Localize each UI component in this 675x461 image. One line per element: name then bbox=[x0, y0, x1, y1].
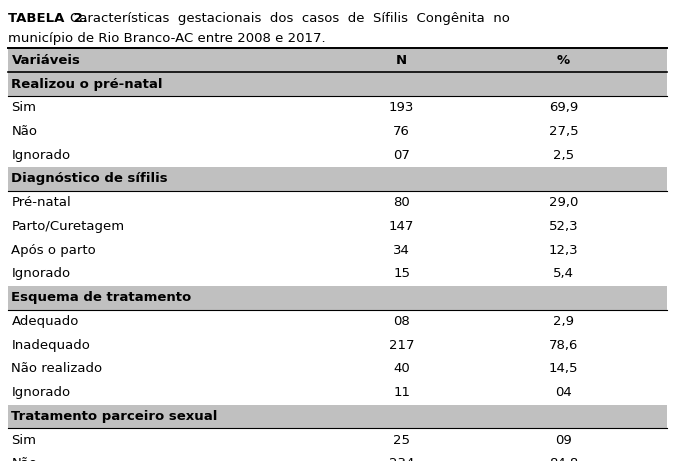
Text: %: % bbox=[557, 54, 570, 67]
Text: Tratamento parceiro sexual: Tratamento parceiro sexual bbox=[11, 410, 218, 423]
Text: 12,3: 12,3 bbox=[549, 244, 578, 257]
Text: 04: 04 bbox=[556, 386, 572, 399]
Text: 2,5: 2,5 bbox=[553, 149, 574, 162]
Text: 09: 09 bbox=[556, 434, 572, 447]
Text: Sim: Sim bbox=[11, 434, 36, 447]
Text: 52,3: 52,3 bbox=[549, 220, 578, 233]
Text: 217: 217 bbox=[389, 339, 414, 352]
Text: 84,8: 84,8 bbox=[549, 457, 578, 461]
Text: 76: 76 bbox=[393, 125, 410, 138]
Text: 234: 234 bbox=[389, 457, 414, 461]
Text: 08: 08 bbox=[394, 315, 410, 328]
Text: 15: 15 bbox=[393, 267, 410, 280]
Text: 2,9: 2,9 bbox=[553, 315, 574, 328]
Text: Realizou o pré-natal: Realizou o pré-natal bbox=[11, 77, 163, 90]
Text: município de Rio Branco-AC entre 2008 e 2017.: município de Rio Branco-AC entre 2008 e … bbox=[8, 32, 326, 45]
Text: Parto/Curetagem: Parto/Curetagem bbox=[11, 220, 125, 233]
Text: 25: 25 bbox=[393, 434, 410, 447]
Text: 78,6: 78,6 bbox=[549, 339, 578, 352]
Text: 69,9: 69,9 bbox=[549, 101, 578, 114]
Text: N: N bbox=[396, 54, 407, 67]
Text: Variáveis: Variáveis bbox=[11, 54, 80, 67]
Text: Sim: Sim bbox=[11, 101, 36, 114]
Text: 29,0: 29,0 bbox=[549, 196, 578, 209]
Text: Características  gestacionais  dos  casos  de  Sífilis  Congênita  no: Características gestacionais dos casos d… bbox=[70, 12, 510, 24]
Text: 07: 07 bbox=[393, 149, 410, 162]
Text: 5,4: 5,4 bbox=[553, 267, 574, 280]
Text: 11: 11 bbox=[393, 386, 410, 399]
Text: Adequado: Adequado bbox=[11, 315, 79, 328]
Text: Ignorado: Ignorado bbox=[11, 386, 71, 399]
Text: Ignorado: Ignorado bbox=[11, 149, 71, 162]
Text: Pré-natal: Pré-natal bbox=[11, 196, 72, 209]
Text: Inadequado: Inadequado bbox=[11, 339, 90, 352]
Text: Ignorado: Ignorado bbox=[11, 267, 71, 280]
Text: 193: 193 bbox=[389, 101, 414, 114]
Text: Não realizado: Não realizado bbox=[11, 362, 103, 375]
Text: Esquema de tratamento: Esquema de tratamento bbox=[11, 291, 192, 304]
Text: 34: 34 bbox=[393, 244, 410, 257]
Text: Diagnóstico de sífilis: Diagnóstico de sífilis bbox=[11, 172, 168, 185]
Bar bbox=[8, 286, 667, 309]
Text: 80: 80 bbox=[394, 196, 410, 209]
Bar bbox=[8, 72, 667, 96]
Text: TABELA  2.: TABELA 2. bbox=[8, 12, 88, 24]
Text: Após o parto: Após o parto bbox=[11, 244, 97, 257]
Text: 14,5: 14,5 bbox=[549, 362, 578, 375]
Bar bbox=[8, 167, 667, 191]
Text: 27,5: 27,5 bbox=[549, 125, 578, 138]
Text: 147: 147 bbox=[389, 220, 414, 233]
Text: Não: Não bbox=[11, 457, 38, 461]
Text: Não: Não bbox=[11, 125, 38, 138]
Bar bbox=[8, 404, 667, 428]
Text: 40: 40 bbox=[394, 362, 410, 375]
Bar bbox=[8, 48, 667, 72]
